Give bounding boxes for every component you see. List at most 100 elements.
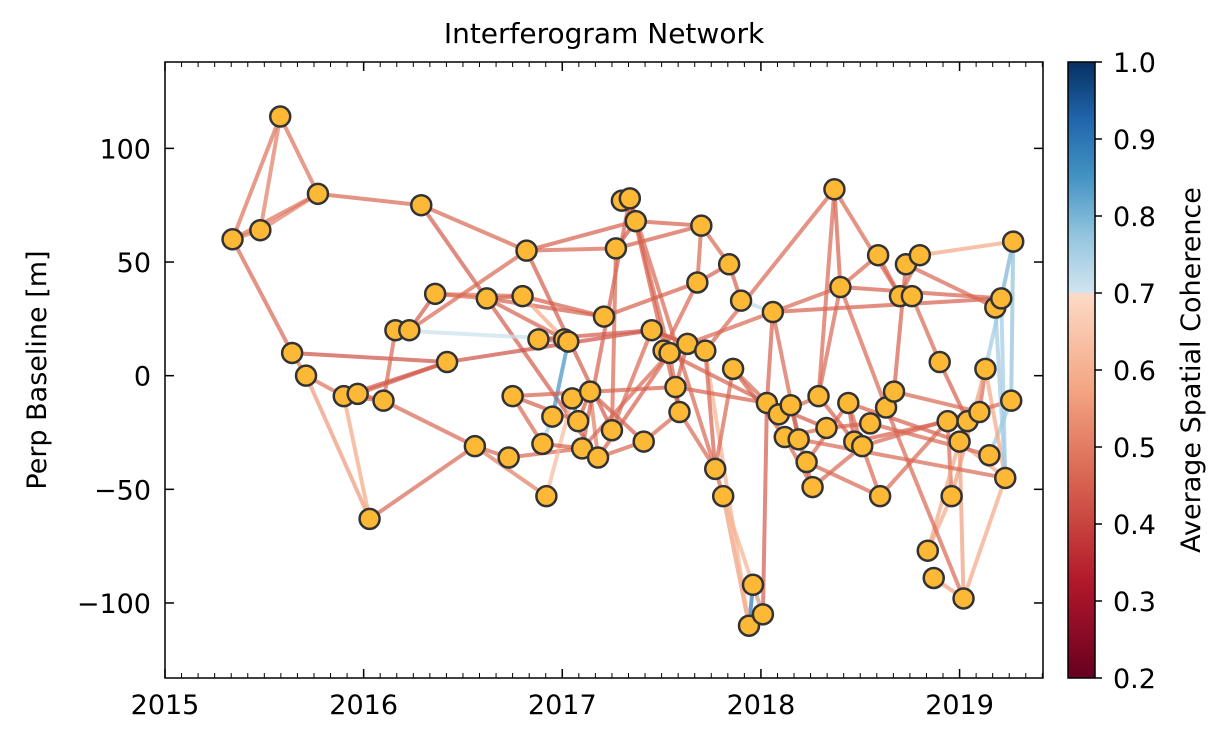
network-edge xyxy=(993,305,1008,480)
acquisition-point xyxy=(952,587,975,610)
network-edge xyxy=(884,405,966,601)
network-edge xyxy=(230,237,295,355)
network-edge xyxy=(961,475,1008,601)
x-tick-label: 2019 xyxy=(925,690,994,721)
acquisition-point xyxy=(866,243,890,267)
acquisition-point xyxy=(978,443,1001,467)
acquisition-point xyxy=(690,214,713,237)
network-edge xyxy=(520,294,606,319)
network-edge xyxy=(796,437,1008,480)
colorbar-tick-label: 0.3 xyxy=(1113,587,1156,618)
acquisition-point xyxy=(974,357,997,381)
network-edge xyxy=(419,203,529,253)
network-edge xyxy=(983,366,1008,480)
acquisition-point xyxy=(694,339,717,362)
acquisition-point xyxy=(294,364,318,387)
acquisition-point xyxy=(497,446,520,469)
colorbar-tick-label: 0.8 xyxy=(1113,202,1156,233)
colorbar-tick-label: 0.6 xyxy=(1113,356,1156,387)
acquisition-point xyxy=(398,318,421,342)
network-edge xyxy=(602,280,700,319)
acquisition-point xyxy=(578,380,602,403)
acquisition-point xyxy=(501,384,524,408)
network-edge xyxy=(588,389,646,444)
acquisition-point xyxy=(829,275,852,299)
network-edge xyxy=(445,328,654,365)
acquisition-point xyxy=(868,484,892,508)
colorbar-tick-label: 0.9 xyxy=(1113,125,1156,156)
acquisition-point xyxy=(968,400,991,424)
network-edge xyxy=(832,187,902,299)
acquisition-point xyxy=(358,507,381,531)
network-edge xyxy=(290,350,450,365)
acquisition-point xyxy=(741,573,765,597)
network-edge xyxy=(917,239,1016,258)
y-tick-label: 50 xyxy=(117,248,151,279)
network-edge xyxy=(770,296,1004,315)
y-axis-label: Perp Baseline [m] xyxy=(22,250,53,489)
network-edge xyxy=(1009,239,1016,403)
acquisition-point xyxy=(729,289,753,312)
x-tick-label: 2016 xyxy=(329,690,398,721)
acquisition-point xyxy=(604,237,628,260)
acquisition-point xyxy=(858,412,882,435)
acquisition-point xyxy=(900,284,924,308)
x-tick-label: 2017 xyxy=(528,690,597,721)
acquisition-point xyxy=(463,434,487,458)
acquisition-point xyxy=(592,305,616,328)
network-edge xyxy=(484,296,567,342)
network-edge xyxy=(909,294,942,365)
network-edge xyxy=(627,196,718,471)
acquisition-point xyxy=(221,228,244,251)
acquisition-point xyxy=(837,391,860,415)
network-edge xyxy=(609,328,654,433)
network-edge xyxy=(832,187,843,290)
network-edge xyxy=(407,248,529,333)
colorbar-tick-label: 0.5 xyxy=(1113,433,1156,464)
network-edge xyxy=(613,223,704,251)
acquisition-point xyxy=(475,287,499,310)
network-edge xyxy=(315,191,424,208)
x-tick-label: 2015 xyxy=(131,690,200,721)
network-edge xyxy=(892,389,982,415)
network-edge xyxy=(524,219,638,253)
network-edge xyxy=(892,262,908,394)
acquisition-point xyxy=(640,318,663,342)
acquisition-point xyxy=(668,400,691,424)
network-edge xyxy=(472,444,549,499)
y-tick-label: 100 xyxy=(99,134,151,165)
acquisition-point xyxy=(435,350,459,374)
acquisition-point xyxy=(586,446,610,469)
network-edge xyxy=(838,285,889,410)
acquisition-point xyxy=(936,409,959,433)
network-edge xyxy=(703,187,837,353)
network-edge xyxy=(230,114,283,242)
acquisition-point xyxy=(423,282,447,306)
acquisition-point xyxy=(600,418,624,442)
network-edge xyxy=(609,246,618,433)
acquisition-point xyxy=(658,341,681,365)
acquisition-point xyxy=(751,603,775,626)
network-edge xyxy=(949,366,988,499)
chart-title: Interferogram Network xyxy=(444,17,765,50)
acquisition-point xyxy=(916,539,940,562)
acquisition-point xyxy=(711,484,735,508)
y-tick-label: −50 xyxy=(94,475,151,506)
network-edge xyxy=(524,246,618,253)
acquisition-point xyxy=(306,182,330,206)
network-edge xyxy=(258,114,283,233)
x-tick-label: 2018 xyxy=(727,690,796,721)
colorbar-tick-label: 0.7 xyxy=(1113,279,1156,310)
network-edge xyxy=(816,285,843,399)
acquisition-point xyxy=(372,389,395,412)
network-edge xyxy=(341,394,372,521)
acquisition-point xyxy=(779,393,802,417)
acquisition-point xyxy=(761,300,785,324)
colorbar-ticks: 0.2 0.3 0.4 0.5 0.6 0.7 0.8 0.9 1.0 xyxy=(1095,48,1156,695)
network-edge xyxy=(703,348,718,471)
acquisition-point xyxy=(515,239,538,262)
acquisition-point xyxy=(527,328,550,351)
network-edge xyxy=(230,191,320,242)
acquisition-point xyxy=(566,409,590,433)
